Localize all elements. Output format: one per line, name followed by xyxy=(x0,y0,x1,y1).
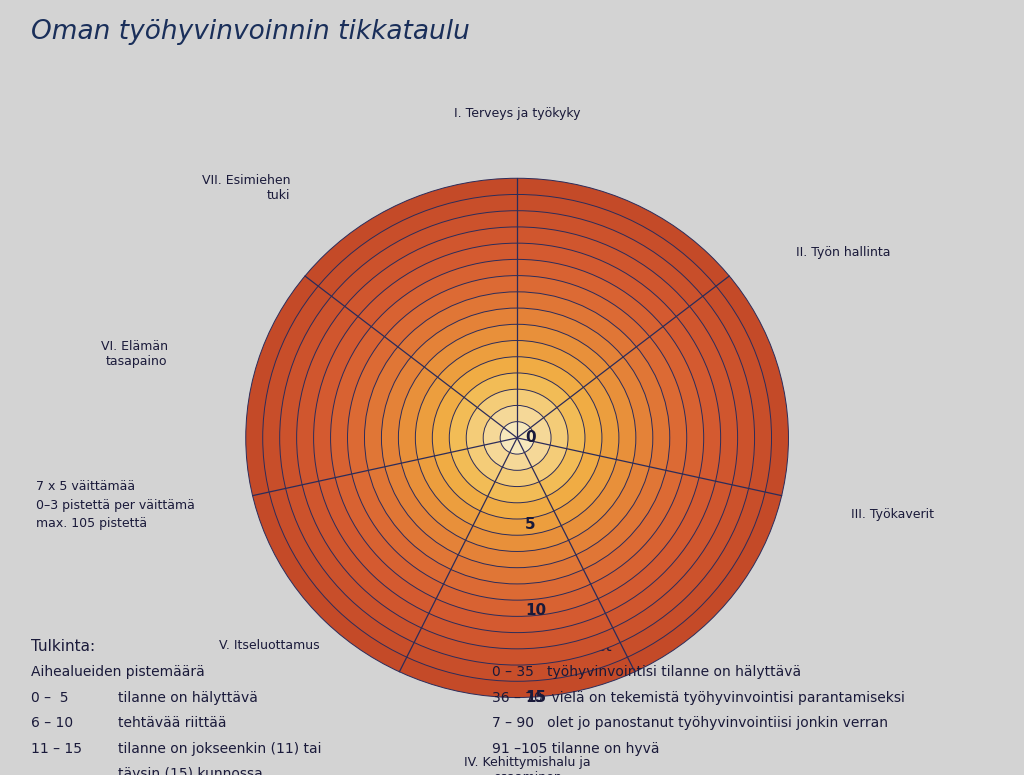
Text: 5: 5 xyxy=(525,517,536,532)
Text: täysin (15) kunnossa: täysin (15) kunnossa xyxy=(118,767,262,775)
Text: 0 – 35   työhyvinvointisi tilanne on hälyttävä: 0 – 35 työhyvinvointisi tilanne on hälyt… xyxy=(492,665,801,679)
Text: 0: 0 xyxy=(525,430,536,446)
Text: tilanne on jokseenkin (11) tai: tilanne on jokseenkin (11) tai xyxy=(118,742,322,756)
Text: 0 –  5: 0 – 5 xyxy=(31,691,69,704)
Text: IV. Kehittymishalu ja
osaaminen: IV. Kehittymishalu ja osaaminen xyxy=(464,756,591,775)
Text: 10: 10 xyxy=(525,604,547,618)
Text: 91 –105 tilanne on hyvä: 91 –105 tilanne on hyvä xyxy=(492,742,659,756)
Ellipse shape xyxy=(500,422,535,454)
Text: tilanne on hälyttävä: tilanne on hälyttävä xyxy=(118,691,258,704)
Text: VII. Esimiehen
tuki: VII. Esimiehen tuki xyxy=(202,174,290,202)
Ellipse shape xyxy=(246,178,788,698)
Ellipse shape xyxy=(280,211,755,665)
Ellipse shape xyxy=(347,276,687,600)
Ellipse shape xyxy=(313,243,721,632)
Text: I. Terveys ja työkyky: I. Terveys ja työkyky xyxy=(454,107,581,120)
Ellipse shape xyxy=(381,308,653,567)
Ellipse shape xyxy=(365,292,670,584)
Ellipse shape xyxy=(483,405,551,470)
Text: II. Työn hallinta: II. Työn hallinta xyxy=(796,246,891,259)
Text: Oman työhyvinvoinnin tikkataulu: Oman työhyvinvoinnin tikkataulu xyxy=(31,19,470,46)
Ellipse shape xyxy=(416,340,618,536)
Text: 6 – 10: 6 – 10 xyxy=(31,716,73,730)
Text: tehtävää riittää: tehtävää riittää xyxy=(118,716,226,730)
Ellipse shape xyxy=(331,260,703,616)
Ellipse shape xyxy=(263,195,771,681)
Ellipse shape xyxy=(432,356,602,519)
Ellipse shape xyxy=(297,227,737,649)
Text: Aihealueiden pistemäärä: Aihealueiden pistemäärä xyxy=(31,665,205,679)
Text: Tulkinta:: Tulkinta: xyxy=(31,639,95,654)
Text: VI. Elämän
tasapaino: VI. Elämän tasapaino xyxy=(100,340,168,368)
Ellipse shape xyxy=(450,373,585,503)
Text: 11 – 15: 11 – 15 xyxy=(31,742,82,756)
Ellipse shape xyxy=(398,324,636,552)
Text: 7 x 5 väittämää
0–3 pistettä per väittämä
max. 105 pistettä: 7 x 5 väittämää 0–3 pistettä per väittäm… xyxy=(36,480,195,529)
Text: Kokonaispisteet: Kokonaispisteet xyxy=(492,639,612,654)
Text: III. Työkaverit: III. Työkaverit xyxy=(851,508,934,521)
Text: 36 – 70  vielä on tekemistä työhyvinvointisi parantamiseksi: 36 – 70 vielä on tekemistä työhyvinvoint… xyxy=(492,691,904,704)
Ellipse shape xyxy=(466,389,568,487)
Text: 7 – 90   olet jo panostanut työhyvinvointiisi jonkin verran: 7 – 90 olet jo panostanut työhyvinvointi… xyxy=(492,716,888,730)
Text: 15: 15 xyxy=(525,690,547,705)
Text: V. Itseluottamus: V. Itseluottamus xyxy=(218,639,319,652)
